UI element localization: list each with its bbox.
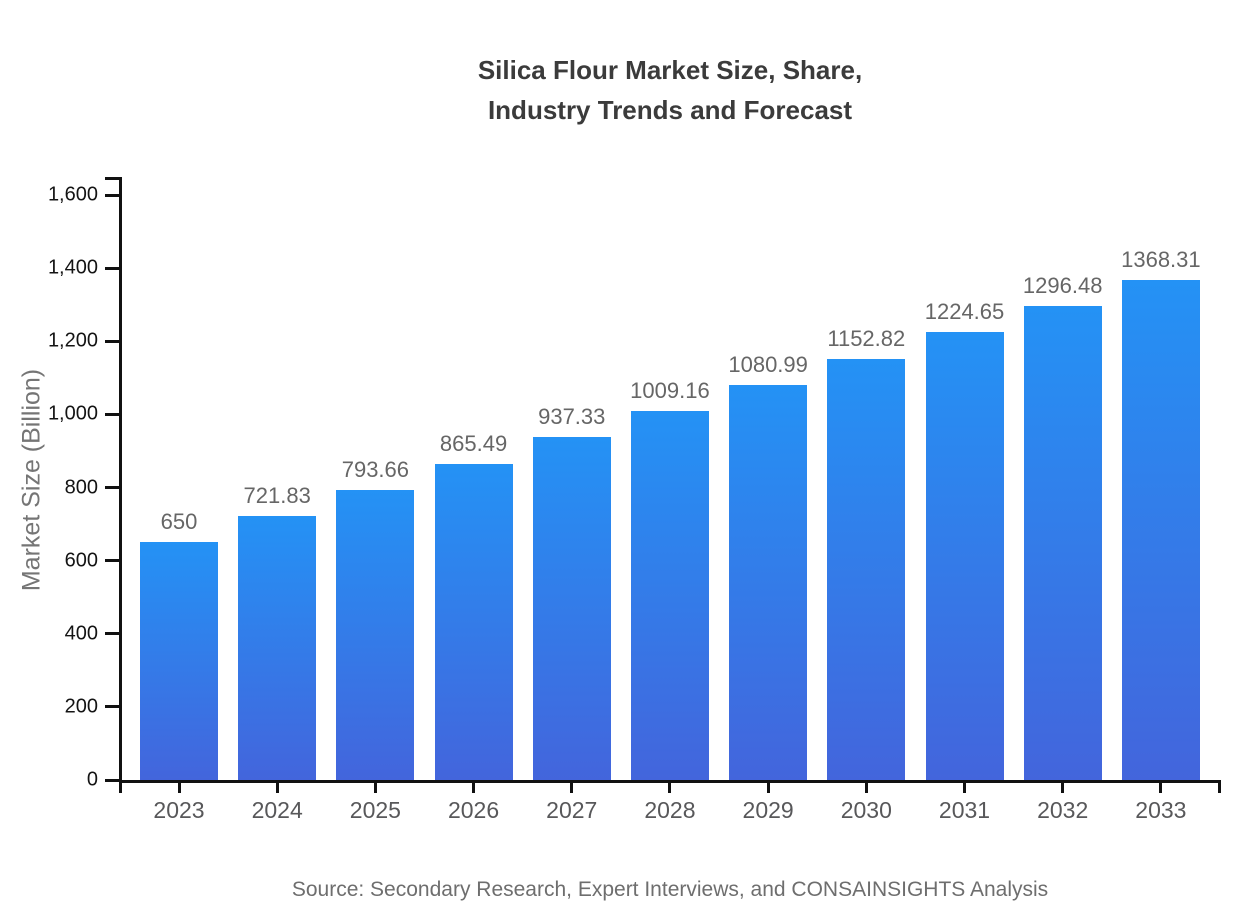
x-axis-category: 2031 bbox=[926, 783, 1004, 824]
x-tick-label: 2033 bbox=[1135, 797, 1187, 823]
x-tick bbox=[373, 783, 377, 793]
x-axis-category: 2032 bbox=[1024, 783, 1102, 824]
x-tick-label: 2028 bbox=[644, 797, 696, 823]
x-axis-category: 2023 bbox=[140, 783, 218, 824]
bar-value-label: 1224.65 bbox=[924, 299, 1005, 325]
y-tick-label: 400 bbox=[64, 622, 98, 645]
y-tick-label: 800 bbox=[64, 476, 98, 498]
x-tick bbox=[570, 783, 574, 793]
bar-2031: 1224.65 bbox=[925, 299, 1004, 780]
bar-value-label: 1152.82 bbox=[827, 325, 906, 351]
bar-2024: 721.83 bbox=[238, 483, 317, 780]
x-axis-category: 2026 bbox=[435, 783, 513, 824]
bar-2032: 1296.48 bbox=[1023, 273, 1102, 780]
y-tick bbox=[105, 778, 119, 782]
bar-2028: 1009.16 bbox=[630, 378, 710, 780]
y-tick-label: 1,600 bbox=[47, 183, 98, 206]
x-tick-label: 2031 bbox=[938, 797, 991, 823]
chart-title-line1: Silica Flour Market Size, Share, bbox=[477, 55, 863, 85]
x-tick-label: 2032 bbox=[1037, 797, 1089, 823]
x-axis-category: 2033 bbox=[1122, 783, 1200, 824]
bar-2027: 937.33 bbox=[532, 404, 611, 780]
x-tick bbox=[766, 783, 770, 793]
bars-row: 650 721.83 793.66 865.49 937.33 1009.16 1080.9… bbox=[122, 177, 1221, 780]
source-caption: Source: Secondary Research, Expert Inter… bbox=[291, 878, 1049, 901]
y-tick-label: 200 bbox=[64, 695, 98, 718]
bar-value-label: 865.49 bbox=[439, 430, 508, 456]
x-tick-label: 2023 bbox=[153, 797, 205, 823]
bar-value-label: 721.83 bbox=[243, 483, 311, 509]
x-tick bbox=[864, 783, 868, 793]
y-tick-label: 1,000 bbox=[47, 402, 98, 425]
bar-2023: 650 bbox=[140, 509, 218, 780]
x-tick bbox=[668, 783, 672, 793]
x-tick bbox=[177, 783, 181, 793]
bar-value-label: 1296.48 bbox=[1022, 272, 1103, 298]
x-tick-label: 2027 bbox=[546, 797, 598, 823]
y-tick bbox=[105, 632, 119, 636]
x-axis-category: 2025 bbox=[336, 783, 414, 824]
bar-value-label: 650 bbox=[160, 509, 198, 535]
chart-title: Silica Flour Market Size, Share, Industr… bbox=[119, 50, 1221, 130]
bar-value-label: 1080.99 bbox=[728, 351, 808, 377]
y-tick bbox=[105, 705, 119, 709]
x-axis-end-tick bbox=[1218, 783, 1221, 793]
bar-value-label: 1009.16 bbox=[630, 378, 710, 404]
x-axis-category: 2030 bbox=[827, 783, 905, 824]
x-tick-label: 2026 bbox=[447, 797, 500, 823]
x-axis-category: 2024 bbox=[238, 783, 316, 824]
y-tick bbox=[105, 412, 119, 416]
x-tick-label: 2024 bbox=[251, 797, 303, 823]
y-tick bbox=[105, 193, 119, 197]
bar-2026: 865.49 bbox=[434, 431, 513, 780]
y-tick bbox=[105, 559, 119, 563]
plot-area: 650 721.83 793.66 865.49 937.33 1009.16 1080.9… bbox=[48, 177, 1221, 823]
x-axis-labels-row: 2023 2024 2025 2026 2027 2028 2029 2030 2031 2032… bbox=[122, 783, 1221, 824]
bar-2029: 1080.99 bbox=[728, 352, 808, 780]
x-tick-label: 2030 bbox=[840, 797, 892, 823]
y-axis-end-tick bbox=[105, 177, 119, 180]
y-tick-label: 0 bbox=[86, 768, 98, 791]
x-axis-category: 2029 bbox=[729, 783, 807, 824]
bar-2025: 793.66 bbox=[336, 457, 415, 780]
chart-title-line2: Industry Trends and Forecast bbox=[487, 95, 853, 125]
bar-2030: 1152.82 bbox=[827, 326, 906, 780]
x-tick bbox=[1061, 783, 1065, 793]
x-tick bbox=[963, 783, 966, 793]
y-tick bbox=[105, 486, 119, 489]
x-tick bbox=[275, 783, 279, 793]
x-tick-label: 2029 bbox=[742, 797, 794, 823]
y-axis-title: Market Size (Billion) bbox=[17, 368, 46, 592]
y-tick bbox=[105, 339, 119, 343]
x-tick bbox=[472, 783, 476, 793]
bar-value-label: 793.66 bbox=[341, 456, 410, 482]
y-tick-label: 600 bbox=[64, 549, 98, 572]
bar-value-label: 1368.31 bbox=[1121, 246, 1201, 272]
y-tick-label: 1,200 bbox=[47, 329, 98, 352]
bar-2033: 1368.31 bbox=[1121, 247, 1201, 780]
bar-value-label: 937.33 bbox=[538, 404, 606, 430]
x-axis-category: 2027 bbox=[533, 783, 611, 824]
y-tick-label: 1,400 bbox=[47, 256, 98, 279]
x-axis-category: 2028 bbox=[631, 783, 709, 824]
x-axis-origin-tick bbox=[119, 783, 122, 793]
x-tick bbox=[1159, 783, 1163, 793]
y-tick bbox=[105, 266, 119, 270]
x-tick-label: 2025 bbox=[349, 797, 401, 823]
